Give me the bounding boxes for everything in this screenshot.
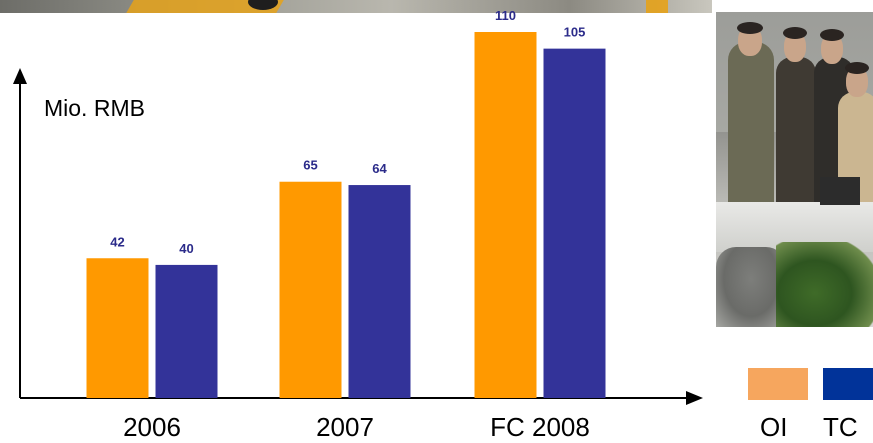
team-photo bbox=[716, 12, 873, 327]
x-axis-arrow bbox=[686, 391, 703, 405]
bar-oi-1 bbox=[279, 181, 342, 398]
y-axis-unit-label: Mio. RMB bbox=[44, 95, 145, 121]
legend-swatch-tc bbox=[823, 368, 873, 400]
legend-label-tc: TC bbox=[823, 412, 858, 442]
data-label-tc-2: 105 bbox=[564, 25, 586, 40]
photo-plant bbox=[776, 242, 873, 327]
data-label-oi-0: 42 bbox=[110, 234, 124, 249]
data-label-tc-1: 64 bbox=[372, 161, 387, 176]
data-label-oi-1: 65 bbox=[303, 158, 317, 173]
bar-tc-0 bbox=[155, 264, 218, 398]
category-label-2: FC 2008 bbox=[490, 412, 590, 442]
photo-monitor bbox=[820, 177, 860, 205]
banner-streak-right bbox=[646, 0, 668, 13]
photo-face-2 bbox=[784, 32, 806, 62]
bar-chart: Mio. RMB 42 40 65 64 110 105 2006 2007 FC 2008 bbox=[13, 8, 703, 442]
photo-hair-4 bbox=[845, 62, 869, 74]
photo-hair-3 bbox=[820, 29, 844, 41]
photo-chair bbox=[716, 247, 786, 327]
legend-swatch-oi bbox=[748, 368, 808, 400]
banner-dark-shape bbox=[248, 0, 278, 10]
bar-oi-0 bbox=[86, 258, 149, 398]
category-label-1: 2007 bbox=[316, 412, 374, 442]
bar-oi-2 bbox=[474, 32, 537, 398]
category-labels: 2006 2007 FC 2008 bbox=[123, 412, 590, 442]
top-banner-image bbox=[0, 0, 712, 13]
photo-person-2 bbox=[776, 57, 816, 217]
legend-label-oi: OI bbox=[760, 412, 788, 442]
data-label-tc-0: 40 bbox=[179, 241, 193, 256]
data-label-oi-2: 110 bbox=[495, 8, 516, 23]
category-label-0: 2006 bbox=[123, 412, 181, 442]
photo-face-3 bbox=[821, 34, 843, 64]
photo-hair-2 bbox=[783, 27, 807, 39]
bar-tc-2 bbox=[543, 48, 606, 399]
photo-face-4 bbox=[846, 67, 868, 97]
photo-hair-1 bbox=[737, 22, 763, 34]
y-axis-arrow bbox=[13, 68, 27, 84]
bar-tc-1 bbox=[348, 185, 411, 398]
bar-group: 42 40 65 64 110 105 bbox=[86, 8, 606, 399]
